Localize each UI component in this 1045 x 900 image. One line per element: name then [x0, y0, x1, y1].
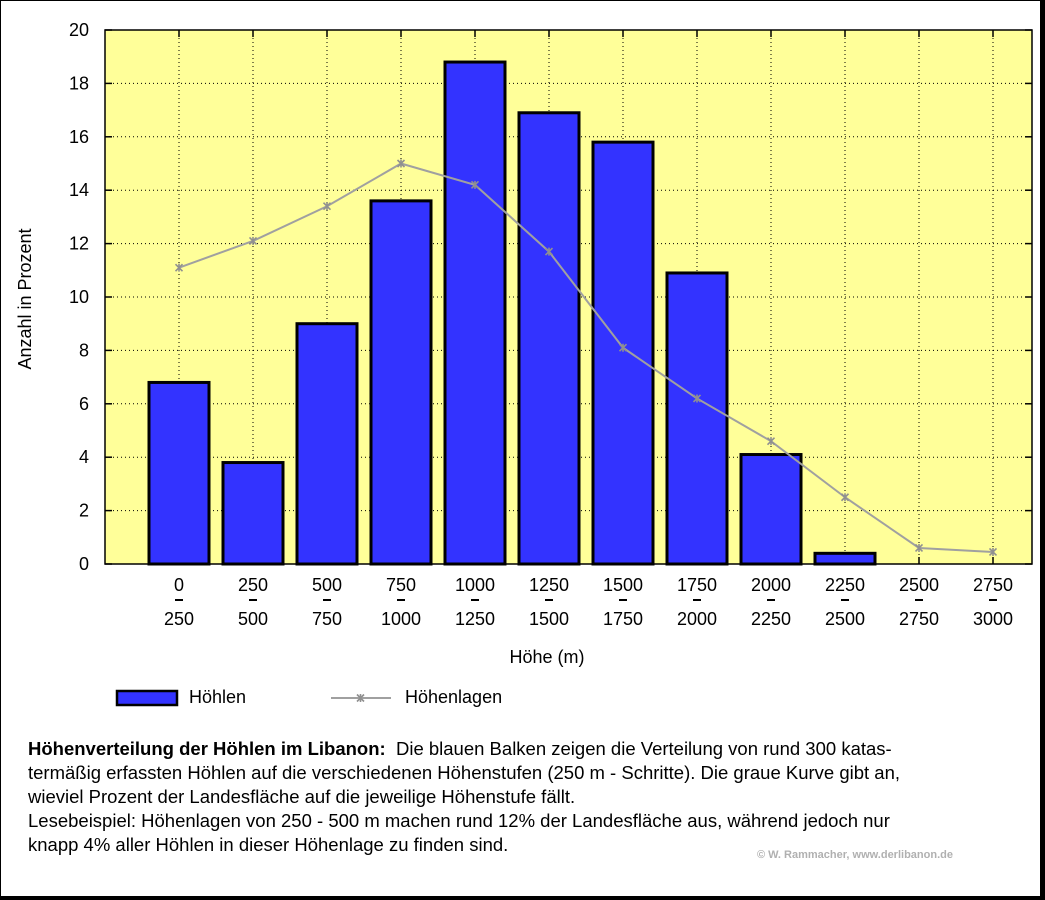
line-point-0 [174, 263, 184, 272]
line-point-4 [470, 180, 480, 189]
x-tick-label-top-3: 750 [386, 575, 416, 595]
line-point-11 [988, 547, 998, 557]
x-tick-label-top-8: 2000 [751, 575, 791, 595]
bar-0 [147, 380, 211, 566]
legend-swatch-hoehlen [115, 689, 179, 707]
x-tick-label-bottom-5: 1500 [529, 609, 569, 629]
caption: Höhenverteilung der Höhlen im Libanon: D… [28, 737, 1028, 857]
line-point-6 [618, 343, 628, 352]
bar-2 [295, 322, 359, 566]
copyright-notice: © W. Rammacher, www.derlibanon.de [757, 849, 953, 861]
bar-6 [591, 140, 655, 566]
y-tick-label-8: 16 [69, 127, 89, 147]
line-point-3 [396, 159, 406, 168]
y-tick-label-10: 20 [69, 20, 89, 40]
bar-1 [221, 461, 285, 566]
y-axis-title: Anzahl in Prozent [15, 228, 35, 369]
y-tick-label-2: 4 [79, 447, 89, 467]
y-tick-label-7: 14 [69, 180, 89, 200]
x-tick-label-top-7: 1750 [677, 575, 717, 595]
x-tick-label-bottom-6: 1750 [603, 609, 643, 629]
line-point-9 [840, 493, 850, 502]
x-tick-label-bottom-8: 2250 [751, 609, 791, 629]
y-tick-label-6: 12 [69, 234, 89, 254]
x-tick-label-top-10: 2500 [899, 575, 939, 595]
x-axis-title: Höhe (m) [509, 647, 584, 667]
y-tick-label-3: 6 [79, 394, 89, 414]
line-point-2 [322, 202, 332, 211]
line-point-10 [914, 543, 924, 553]
x-tick-label-top-4: 1000 [455, 575, 495, 595]
x-tick-label-top-2: 500 [312, 575, 342, 595]
caption-line-3: wieviel Prozent der Landesfläche auf die… [28, 786, 576, 807]
line-point-5 [544, 247, 554, 256]
bar-7 [665, 271, 729, 566]
x-tick-label-bottom-0: 250 [164, 609, 194, 629]
y-tick-label-9: 18 [69, 73, 89, 93]
y-tick-label-4: 8 [79, 340, 89, 360]
x-tick-label-top-0: 0 [174, 575, 184, 595]
x-tick-label-bottom-2: 750 [312, 609, 342, 629]
x-tick-label-bottom-3: 1000 [381, 609, 421, 629]
caption-line-1: Höhenverteilung der Höhlen im Libanon: D… [28, 737, 1028, 761]
x-tick-label-bottom-10: 2750 [899, 609, 939, 629]
bar-3 [369, 199, 433, 566]
x-tick-label-bottom-4: 1250 [455, 609, 495, 629]
y-tick-label-1: 2 [79, 501, 89, 521]
caption-text-1: Die blauen Balken zeigen die Verteilung … [395, 738, 892, 759]
chart: 0 2 4 6 8 10 12 14 16 18 20 0 250 250 500 500 750 750 1000… [15, 20, 1033, 707]
x-tick-label-top-11: 2750 [973, 575, 1013, 595]
caption-title: Höhenverteilung der Höhlen im Libanon: [28, 738, 386, 759]
line-point-1 [248, 236, 258, 245]
x-tick-label-top-9: 2250 [825, 575, 865, 595]
line-point-8 [766, 437, 776, 446]
bar-5 [517, 111, 581, 566]
bar-8 [739, 453, 803, 566]
x-tick-label-bottom-9: 2500 [825, 609, 865, 629]
x-tick-label-bottom-11: 3000 [973, 609, 1013, 629]
y-tick-label-5: 10 [69, 287, 89, 307]
legend-marker-hoehenlagen [356, 693, 365, 703]
x-tick-label-bottom-7: 2000 [677, 609, 717, 629]
caption-line-2: termäßig erfassten Höhlen auf die versch… [28, 762, 901, 783]
x-tick-label-top-6: 1500 [603, 575, 643, 595]
caption-line-4: Lesebeispiel: Höhenlagen von 250 - 500 m… [28, 810, 890, 831]
x-tick-label-bottom-1: 500 [238, 609, 268, 629]
caption-line-5: knapp 4% aller Höhlen in dieser Höhenlag… [28, 834, 509, 855]
bar-9 [813, 551, 877, 566]
line-point-7 [692, 394, 702, 403]
y-tick-label-0: 0 [79, 554, 89, 574]
x-tick-label-top-5: 1250 [529, 575, 569, 595]
line-series-hoehenlagen [178, 162, 994, 553]
legend-label-hoehlen: Höhlen [189, 687, 246, 707]
bar-4 [443, 60, 507, 566]
legend-label-hoehenlagen: Höhenlagen [405, 687, 502, 707]
x-tick-label-top-1: 250 [238, 575, 268, 595]
